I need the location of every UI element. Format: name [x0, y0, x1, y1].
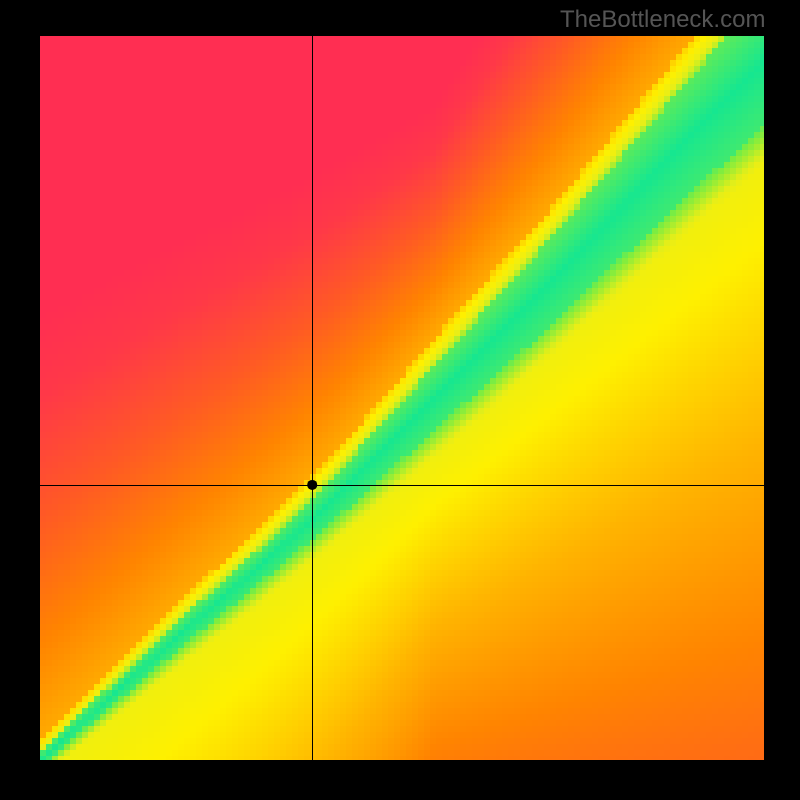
watermark-text: TheBottleneck.com	[560, 6, 765, 34]
heatmap-plot	[40, 36, 764, 760]
heatmap-canvas	[40, 36, 764, 760]
chart-frame: TheBottleneck.com	[0, 0, 800, 800]
